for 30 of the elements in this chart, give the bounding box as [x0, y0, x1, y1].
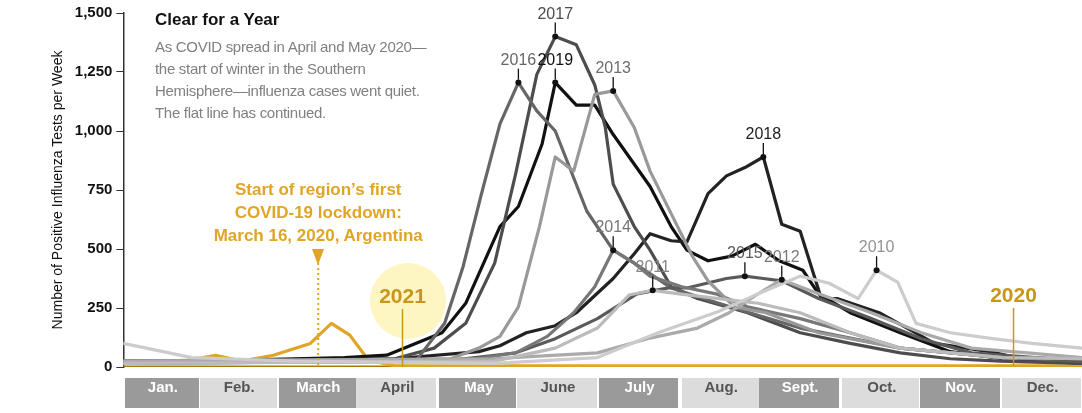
- x-tick-label: Aug.: [704, 378, 738, 396]
- ref-line-label: Start of region’s first COVID-19 lockdown: March 16, 2020, Argentina: [213, 180, 424, 245]
- x-tick-label: Sept.: [781, 378, 819, 396]
- series-label: 2018: [745, 124, 782, 142]
- series-label: 2016: [500, 50, 537, 68]
- y-tick-label: 1,250: [74, 62, 113, 80]
- y-tick-label: 1,500: [74, 3, 113, 21]
- series-label: 2017: [537, 4, 574, 22]
- y-tick-label: 0: [103, 357, 113, 375]
- y-tick-label: 750: [87, 180, 113, 198]
- x-tick-label: Dec.: [1026, 378, 1059, 396]
- x-tick-label: May: [464, 378, 495, 396]
- series-label: 2010: [858, 238, 895, 256]
- chart-title: Clear for a Year: [155, 10, 280, 30]
- x-tick-label: March: [296, 378, 341, 396]
- x-tick-label: Nov.: [945, 378, 977, 396]
- y-axis-title: Number of Positive Influenza Tests per Week: [49, 49, 66, 330]
- x-tick-label: April: [380, 378, 415, 396]
- annotation: 2021: [379, 284, 427, 307]
- x-tick-label: Jan.: [147, 378, 178, 396]
- x-tick-label: Oct.: [867, 378, 897, 396]
- y-tick-label: 250: [87, 298, 113, 316]
- y-tick-label: 1,000: [74, 121, 113, 139]
- text: As COVID spread in April and May 2020—the start of winter in the Southern Hemisphere—influenza cases went quiet. The flat line has continued.: [155, 37, 428, 123]
- x-tick-label: Feb.: [223, 378, 255, 396]
- x-tick-label: June: [540, 378, 576, 396]
- x-tick-label: July: [624, 378, 656, 396]
- annotation: 2020: [990, 282, 1037, 306]
- y-tick-label: 500: [87, 239, 113, 257]
- series-label: 2013: [595, 58, 632, 76]
